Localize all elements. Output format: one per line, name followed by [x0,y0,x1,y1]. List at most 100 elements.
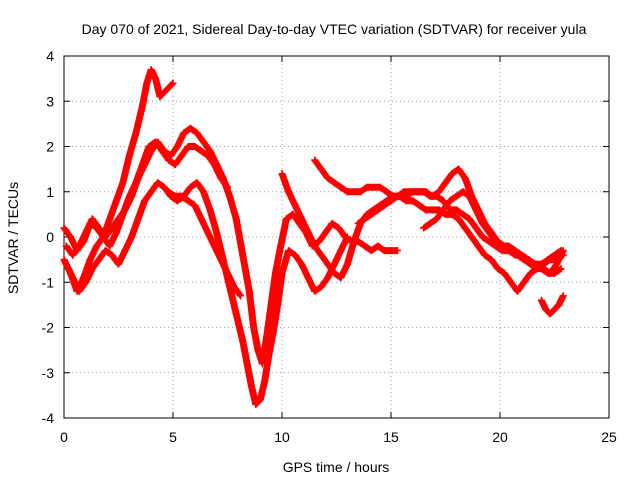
data-point [479,233,487,241]
data-point [178,192,186,200]
data-point [494,265,502,273]
data-point [62,260,70,268]
data-point [317,165,325,173]
data-point [485,238,493,246]
data-point [298,260,306,268]
data-point [101,233,109,241]
data-point [335,224,343,232]
data-point [542,305,550,313]
data-point [531,260,539,268]
data-point [468,233,476,241]
data-point [95,224,103,232]
data-point [141,161,149,169]
data-point [383,188,391,196]
data-points [60,66,567,408]
data-point [67,233,75,241]
data-point [106,215,114,223]
data-point [428,206,436,214]
x-tick-label: 15 [383,429,399,445]
data-point [328,219,336,227]
data-point [204,228,212,236]
data-point [219,174,227,182]
data-point [191,143,199,150]
data-point [507,278,515,286]
data-point [505,242,513,250]
data-point [551,251,558,259]
data-point [551,305,558,313]
data-point [69,251,77,259]
x-tick-label: 10 [274,429,290,445]
data-point [426,219,434,227]
y-tick-label: 2 [46,139,54,155]
series-arc10 [537,292,567,318]
data-point [485,228,493,236]
data-point [101,247,109,255]
x-axis-label: GPS time / hours [283,459,390,475]
data-point [337,274,345,282]
data-point [256,396,264,404]
data-point [413,188,421,196]
data-point [86,256,94,264]
series-markers [62,179,351,408]
data-point [361,242,369,250]
data-point [278,269,286,277]
data-point [298,215,306,223]
data-point [112,228,120,236]
data-point [553,260,561,268]
data-point [226,192,234,200]
data-point [69,274,77,282]
data-point [82,228,90,236]
data-point [230,283,238,291]
data-point [409,197,417,205]
data-point [62,242,70,250]
data-point [472,224,480,232]
data-point [500,269,508,277]
data-point [243,360,251,368]
data-point [186,183,194,191]
data-point [121,247,129,255]
data-point [380,201,388,209]
data-point [452,206,460,214]
data-point [459,188,467,196]
series-arc3 [62,124,402,368]
data-point [452,192,460,200]
data-point [433,192,441,200]
grid [64,56,609,418]
data-point [265,351,273,359]
y-tick-label: 3 [46,93,54,109]
data-point [511,247,519,255]
data-point [311,156,319,164]
data-point [498,242,506,250]
data-point [354,219,362,227]
y-axis-label: SDTVAR / TECUs [5,182,21,294]
y-tick-label: 1 [46,184,54,200]
data-point [147,147,155,155]
data-point [518,251,526,259]
data-point [455,165,463,173]
data-point [128,192,136,200]
data-point [559,292,567,300]
data-point [217,256,225,264]
data-point [370,183,378,191]
data-point [95,256,103,264]
data-point [330,260,338,268]
data-point [324,274,332,282]
data-point [380,247,388,255]
data-point [343,260,351,268]
data-point [213,161,221,169]
data-point [197,215,205,223]
data-point [426,192,434,200]
data-point [367,210,375,218]
data-point [461,224,469,232]
data-point [337,183,345,191]
y-tick-label: -1 [42,274,55,290]
data-point [200,138,208,146]
data-point [557,265,565,273]
data-point [206,147,214,155]
data-point [324,174,332,182]
data-point [387,197,395,205]
data-point [171,161,179,169]
data-point [343,188,351,196]
data-point [520,278,528,286]
data-point [537,265,545,273]
